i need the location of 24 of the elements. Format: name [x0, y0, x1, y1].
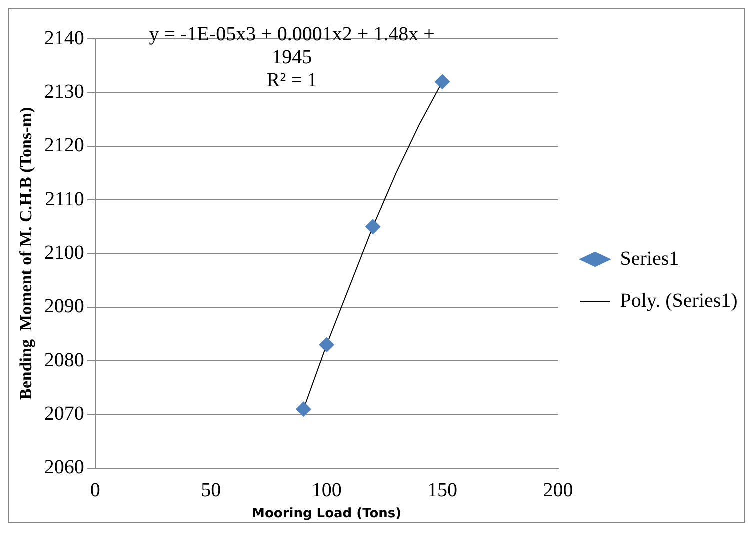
x-tick-label: 100 — [312, 480, 342, 502]
y-tick-label: 2060 — [44, 456, 84, 479]
legend-label: Poly. (Series1) — [620, 290, 738, 312]
x-tick-label: 200 — [543, 480, 574, 502]
y-tick-label: 2110 — [45, 188, 84, 210]
point — [296, 402, 312, 417]
x-tick-label: 150 — [428, 480, 458, 502]
annotation: y = -1E-05x3 + 0.0001x2 + 1.48x + 1945 — [149, 23, 435, 68]
x-axis-title: Mooring Load (Tons) — [252, 506, 402, 522]
y-tick-label: 2100 — [44, 242, 84, 264]
x-tick-label: 50 — [201, 480, 222, 502]
point — [366, 219, 381, 234]
y-tick-label: 2070 — [44, 402, 84, 425]
y-tick-label: 2140 — [44, 27, 84, 50]
y-tick-label: 2130 — [44, 80, 84, 103]
y-tick-label: 2120 — [44, 134, 84, 157]
legend-label: Series1 — [620, 248, 680, 270]
y-axis-title: Bending Moment of M. C.H.B (Tons-m) — [16, 107, 36, 400]
y-tick-label: 2090 — [44, 296, 84, 318]
x-tick-label: 0 — [90, 480, 100, 502]
point — [435, 74, 450, 90]
point — [319, 337, 334, 352]
y-tick-label: 2080 — [44, 349, 84, 372]
annotation: R² = 1 — [266, 69, 318, 92]
